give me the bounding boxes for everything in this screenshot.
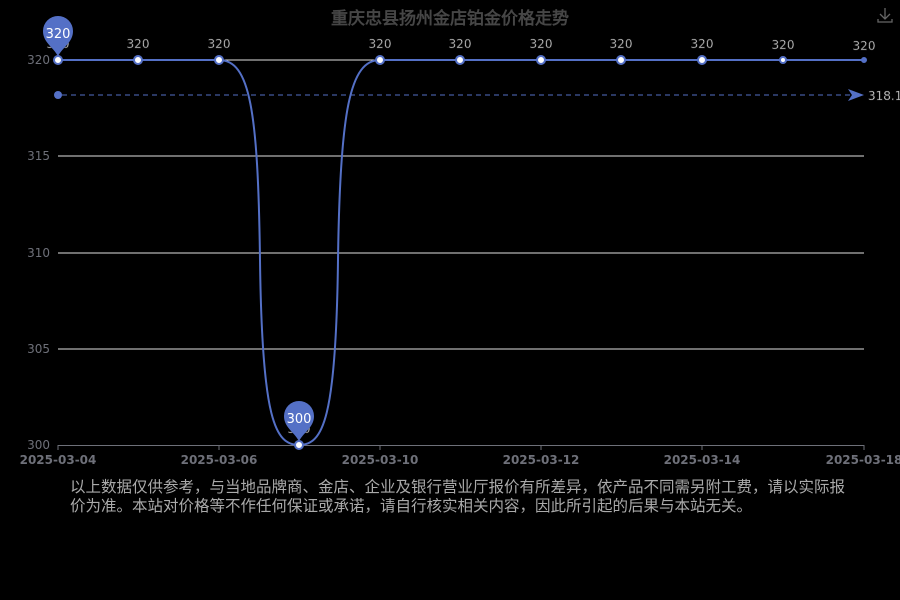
svg-text:305: 305 (27, 342, 50, 356)
max-markpoint-pin: 320 (43, 16, 73, 56)
download-icon[interactable] (876, 6, 894, 24)
x-axis-labels: 2025-03-04 2025-03-06 2025-03-10 2025-03… (20, 453, 900, 467)
svg-text:2025-03-14: 2025-03-14 (664, 453, 741, 467)
chart-title: 重庆忠县扬州金店铂金价格走势 (331, 9, 569, 29)
svg-text:2025-03-12: 2025-03-12 (503, 453, 580, 467)
svg-text:300: 300 (27, 438, 50, 452)
x-axis (57, 445, 865, 450)
svg-text:2025-03-10: 2025-03-10 (342, 453, 419, 467)
svg-text:320: 320 (369, 37, 392, 51)
grid-lines (58, 59, 864, 350)
svg-text:320: 320 (691, 37, 714, 51)
svg-text:2025-03-18: 2025-03-18 (826, 453, 900, 467)
svg-text:320: 320 (610, 37, 633, 51)
point-labels: 320 320 320 300 320 320 320 320 320 320 … (46, 37, 876, 437)
svg-text:320: 320 (530, 37, 553, 51)
svg-text:315: 315 (27, 149, 50, 163)
svg-text:310: 310 (27, 246, 50, 260)
svg-text:320: 320 (208, 37, 231, 51)
disclaimer-text: 以上数据仅供参考，与当地品牌商、金店、企业及银行营业厅报价有所差异，依产品不同需… (70, 478, 846, 515)
data-points (53, 55, 867, 450)
svg-text:300: 300 (287, 412, 312, 427)
svg-text:320: 320 (853, 39, 876, 53)
average-markline: 318.1 (54, 89, 900, 103)
svg-text:320: 320 (127, 37, 150, 51)
min-markpoint-pin: 300 (284, 401, 314, 441)
svg-text:320: 320 (449, 37, 472, 51)
svg-text:318.1: 318.1 (868, 89, 900, 103)
svg-text:320: 320 (772, 38, 795, 52)
svg-text:2025-03-04: 2025-03-04 (20, 453, 97, 467)
y-axis-labels: 320 315 310 305 300 (27, 53, 50, 452)
svg-text:320: 320 (46, 27, 71, 42)
svg-text:320: 320 (27, 53, 50, 67)
svg-text:2025-03-06: 2025-03-06 (181, 453, 258, 467)
